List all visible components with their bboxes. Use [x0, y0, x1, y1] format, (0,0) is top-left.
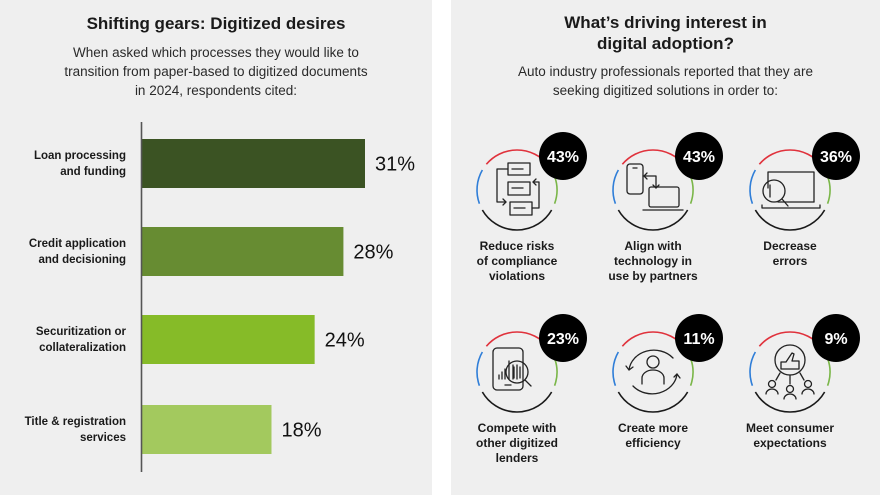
bar [142, 405, 272, 454]
ring-arc-left [612, 169, 620, 204]
bars-group: 31% 28% 24% 18% [142, 139, 415, 454]
driver-item-label-line: Compete with [477, 421, 557, 435]
ring-arc-bottom [617, 209, 689, 231]
driver-graphic: 9% [749, 314, 860, 413]
percent-badge-value: 9% [824, 331, 847, 348]
document-flow-icon [496, 162, 540, 216]
driver-item-label-line: violations [488, 269, 545, 283]
driver-item-label: Reduce risks of compliance violations [449, 239, 585, 284]
right-panel: What’s driving interest in digital adopt… [451, 0, 880, 495]
percent-badge-value: 43% [683, 149, 715, 166]
category-label-line: services [79, 431, 126, 444]
driver-item-label-line: use by partners [608, 269, 698, 283]
percent-badge [812, 132, 860, 180]
percent-badge-value: 43% [547, 149, 579, 166]
right-title: What’s driving interest in digital adopt… [451, 12, 880, 54]
driver-item-label: Align with technology in use by partners [585, 239, 721, 284]
bar-value-label: 28% [353, 242, 393, 264]
driver-item-label-line: of compliance [476, 254, 558, 268]
left-subtitle-line: in 2024, respondents cited: [134, 83, 298, 98]
category-label-line: Title & registration [24, 415, 126, 428]
percent-badge-value: 11% [683, 331, 714, 348]
ring-arc-left [612, 351, 620, 386]
category-label-line: Credit application [28, 237, 126, 250]
percent-badge [539, 132, 587, 180]
bar [142, 227, 344, 276]
left-title: Shifting gears: Digitized desires [86, 14, 346, 33]
category-label-line: and funding [60, 165, 126, 178]
driver-item-label: Decrease errors [722, 239, 858, 269]
driver-graphic: 43% [612, 132, 723, 231]
ring-arc-left [749, 351, 757, 386]
left-subtitle: When asked which processes they would li… [0, 43, 432, 100]
ring-arc-bottom [754, 391, 826, 413]
driver-item-label-line: expectations [753, 436, 827, 450]
ring-arc-bottom [754, 209, 826, 231]
ring-arc-left [749, 169, 757, 204]
category-label: Credit application and decisioning [14, 236, 126, 268]
right-subtitle-line: seeking digitized solutions in order to: [552, 83, 779, 98]
report-analysis-icon [492, 347, 532, 391]
ring-arc-top [758, 331, 822, 347]
bar [142, 139, 365, 188]
right-subtitle: Auto industry professionals reported tha… [451, 62, 880, 100]
driver-item-label-line: errors [772, 254, 808, 268]
right-title-line: digital adoption? [597, 34, 734, 53]
percent-badge [539, 314, 587, 362]
driver-item-label-line: other digitized [476, 436, 558, 450]
bar-value-label: 24% [325, 330, 365, 352]
category-label: Title & registration services [14, 414, 126, 446]
driver-item-label: Meet consumer expectations [722, 421, 858, 451]
category-label-line: and decisioning [38, 253, 126, 266]
ring-arc-right [826, 358, 831, 386]
category-label: Loan processing and funding [14, 148, 126, 180]
percent-badge-value: 36% [820, 149, 852, 166]
left-subtitle-line: When asked which processes they would li… [73, 45, 359, 60]
driver-item-label-line: lenders [495, 451, 539, 465]
driver-graphic: 11% [612, 314, 723, 413]
ring-arc-left [476, 351, 484, 386]
category-label-line: Loan processing [33, 149, 126, 162]
percent-badge [675, 314, 723, 362]
driver-item-label: Compete with other digitized lenders [449, 421, 585, 466]
ring-arc-bottom [481, 209, 553, 231]
driver-item-label-line: Meet consumer [745, 421, 835, 435]
category-label-line: collateralization [39, 341, 126, 354]
driver-item-label-line: Create more [617, 421, 689, 435]
ring-arc-left [476, 169, 484, 204]
left-panel: Shifting gears: Digitized desires When a… [0, 0, 432, 495]
phone-laptop-sync-icon [626, 163, 684, 211]
bar-chart: 31% 28% 24% 18% [140, 122, 415, 472]
person-cycle-icon [625, 349, 681, 395]
driver-item-label-line: Reduce risks [479, 239, 555, 253]
bar-value-label: 18% [281, 420, 321, 442]
right-title-line: What’s driving interest in [564, 13, 767, 32]
category-label: Securitization or collateralization [14, 324, 126, 356]
percent-badge [675, 132, 723, 180]
thumbs-up-people-icon [765, 344, 815, 400]
bar [142, 315, 315, 364]
ring-arc-bottom [481, 391, 553, 413]
category-label-line: Securitization or [35, 325, 126, 338]
driver-item-label-line: technology in [614, 254, 692, 268]
laptop-magnifier-icon [761, 171, 821, 209]
driver-item-label-line: Align with [624, 239, 682, 253]
driver-item-label-line: Decrease [763, 239, 817, 253]
driver-graphic: 43% [476, 132, 587, 231]
percent-badge [812, 314, 860, 362]
driver-graphic: 36% [749, 132, 860, 231]
left-subtitle-line: transition from paper-based to digitized… [64, 64, 368, 79]
ring-arc-bottom [617, 391, 689, 413]
driver-graphic: 23% [476, 314, 587, 413]
bar-value-label: 31% [375, 154, 415, 176]
percent-badge-value: 23% [547, 331, 579, 348]
driver-item-label-line: efficiency [625, 436, 681, 450]
right-subtitle-line: Auto industry professionals reported tha… [518, 64, 813, 79]
driver-item-label: Create more efficiency [585, 421, 721, 451]
